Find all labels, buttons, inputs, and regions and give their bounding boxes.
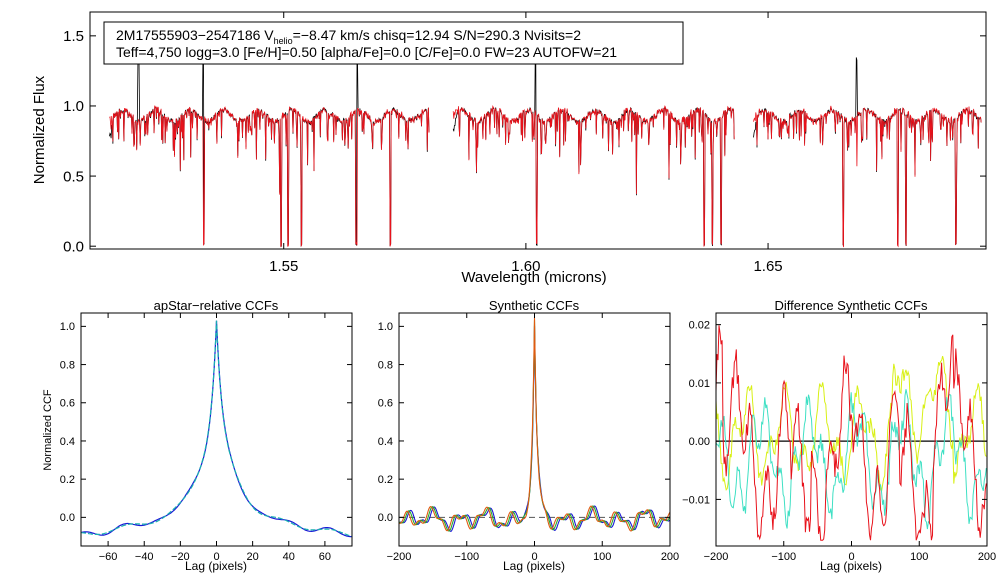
difference-ccf-panel: Difference Synthetic CCFs −200 −100 0 100 20…	[682, 298, 996, 573]
y-tick-label: 0.01	[689, 378, 710, 390]
synthetic-ccf-title: Synthetic CCFs	[489, 298, 580, 313]
x-tick-label: 40	[283, 551, 295, 563]
apstar-ccf-x-ticks: −60 −40 −20 0 20 40 60	[99, 313, 331, 563]
difference-ccf-x-label: Lag (pixels)	[820, 559, 882, 573]
y-tick-label: 0.4	[60, 436, 75, 448]
spectrum-series	[109, 57, 982, 248]
x-tick-label: −20	[171, 551, 190, 563]
apstar-ccf-series	[80, 320, 353, 538]
spectrum-model-line	[753, 105, 982, 248]
info-box	[103, 21, 684, 65]
y-tick-label: 1.0	[378, 321, 393, 333]
x-tick-label: 1.60	[511, 258, 540, 275]
info-line-1-suffix: =−8.47 km/s chisq=12.94 S/N=290.3 Nvisit…	[293, 27, 582, 43]
x-tick-label: −60	[99, 551, 118, 563]
spectrum-axes-frame	[89, 11, 987, 250]
x-tick-label: 1.65	[753, 258, 782, 275]
y-tick-label: 0.4	[378, 436, 393, 448]
y-tick-label: 0.6	[378, 398, 393, 410]
y-tick-label: 0.8	[60, 359, 75, 371]
apstar-ccf-y-ticks: 0.0 0.2 0.4 0.6 0.8 1.0	[60, 321, 352, 524]
synthetic-ccf-panel: Synthetic CCFs −200 −100 0 100 200 0.0 0.2 0.4…	[378, 298, 679, 573]
spectrum-y-label: Normalized Flux	[31, 75, 48, 184]
y-tick-label: 1.0	[63, 98, 84, 115]
x-tick-label: −200	[704, 551, 729, 563]
x-tick-label: 60	[319, 551, 331, 563]
y-tick-label: 0.5	[63, 168, 84, 185]
x-tick-label: 100	[910, 551, 928, 563]
difference-ccf-3-line	[715, 389, 987, 530]
x-tick-label: −40	[135, 551, 154, 563]
x-tick-label: 0	[213, 551, 219, 563]
info-line-1-subscript: helio	[274, 36, 293, 46]
info-line-1: 2M17555903−2547186 Vhelio=−8.47 km/s chi…	[116, 27, 581, 46]
y-tick-label: −0.01	[682, 494, 710, 506]
x-tick-label: 0	[848, 551, 854, 563]
y-tick-label: 0.0	[378, 512, 393, 524]
x-tick-label: 200	[978, 551, 996, 563]
spectrum-x-ticks: 1.55 1.60 1.65	[269, 12, 783, 275]
x-tick-label: −100	[771, 551, 796, 563]
y-tick-label: 1.5	[63, 28, 84, 45]
y-tick-label: 0.2	[60, 474, 75, 486]
x-tick-label: 1.55	[269, 258, 298, 275]
info-line-1-prefix: 2M17555903−2547186 V	[116, 27, 274, 43]
x-tick-label: 100	[593, 551, 611, 563]
y-tick-label: 0.2	[378, 474, 393, 486]
x-tick-label: 0	[531, 551, 537, 563]
spectrum-x-label: Wavelength (microns)	[461, 269, 606, 286]
x-tick-label: 20	[247, 551, 259, 563]
spectrum-y-ticks: 0.0 0.5 1.0 1.5	[63, 28, 986, 255]
apstar-ccf-y-label: Normalized CCF	[42, 389, 54, 471]
apstar-ccf-x-label: Lag (pixels)	[185, 559, 247, 573]
y-tick-label: 0.0	[63, 238, 84, 255]
x-tick-label: −100	[454, 551, 479, 563]
y-tick-label: 0.0	[60, 512, 75, 524]
difference-ccf-1-line	[715, 325, 987, 541]
x-tick-label: −200	[387, 551, 412, 563]
y-tick-label: 0.8	[378, 359, 393, 371]
synthetic-ccf-y-ticks: 0.0 0.2 0.4 0.6 0.8 1.0	[378, 321, 670, 524]
spectrum-model-line	[109, 105, 430, 248]
info-line-2: Teff=4,750 logg=3.0 [Fe/H]=0.50 [alpha/F…	[116, 44, 617, 60]
difference-ccf-x-ticks: −200 −100 0 100 200	[704, 313, 996, 563]
synthetic-ccf-x-ticks: −200 −100 0 100 200	[387, 313, 679, 563]
x-tick-label: 200	[661, 551, 679, 563]
synthetic-ccf-x-label: Lag (pixels)	[503, 559, 565, 573]
apstar-ccf-title: apStar−relative CCFs	[154, 298, 279, 313]
y-tick-label: 1.0	[60, 321, 75, 333]
spectrum-panel: 1.55 1.60 1.65 0.0 0.5 1.0 1.5 Wavelength (mi…	[31, 11, 987, 286]
difference-ccf-series	[715, 325, 987, 541]
spectrum-model-line	[452, 105, 735, 247]
difference-ccf-2-line	[715, 355, 987, 493]
apstar-ccf-panel: apStar−relative CCFs −60 −40 −20 0 20 40 60 0.…	[42, 298, 353, 573]
difference-ccf-y-ticks: −0.01 0.00 0.01 0.02	[682, 320, 987, 506]
y-tick-label: 0.00	[689, 436, 710, 448]
y-tick-label: 0.02	[689, 320, 710, 332]
apstar-ccf-visit-2-line	[81, 320, 353, 537]
y-tick-label: 0.6	[60, 398, 75, 410]
difference-ccf-title: Difference Synthetic CCFs	[775, 298, 928, 313]
